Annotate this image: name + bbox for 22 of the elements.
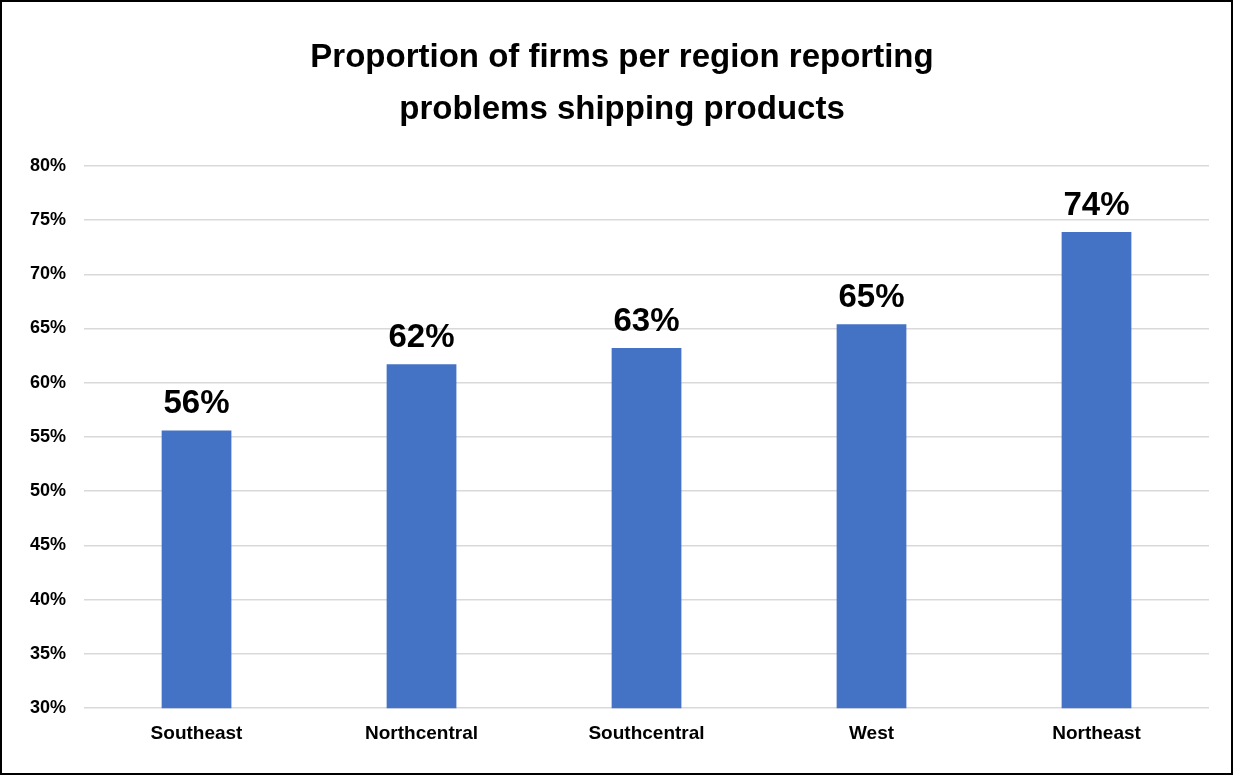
x-tick-label: West — [848, 721, 895, 743]
x-tick-label: Southcentral — [588, 721, 705, 743]
y-tick-label: 65% — [30, 317, 67, 338]
x-tick-label: Northcentral — [365, 721, 478, 743]
y-tick-label: 45% — [30, 534, 67, 555]
data-label: 56% — [163, 383, 230, 421]
data-label: 62% — [388, 316, 455, 354]
data-label: 74% — [1063, 184, 1130, 222]
y-tick-label: 55% — [30, 425, 67, 446]
y-tick-label: 50% — [30, 480, 67, 501]
y-tick-label: 40% — [30, 588, 67, 609]
x-tick-label: Northeast — [1052, 721, 1142, 743]
data-label: 65% — [838, 276, 905, 314]
chart-title: Proportion of firms per region reporting problems shipping products — [309, 36, 935, 128]
x-tick-label: Southeast — [150, 721, 244, 743]
y-tick-label: 60% — [30, 371, 67, 392]
data-label: 63% — [613, 300, 680, 338]
y-tick-label: 70% — [30, 263, 67, 284]
y-tick-label: 75% — [30, 209, 67, 230]
y-tick-label: 80% — [30, 154, 67, 175]
y-tick-label: 30% — [30, 697, 67, 718]
y-tick-label: 35% — [30, 642, 67, 663]
